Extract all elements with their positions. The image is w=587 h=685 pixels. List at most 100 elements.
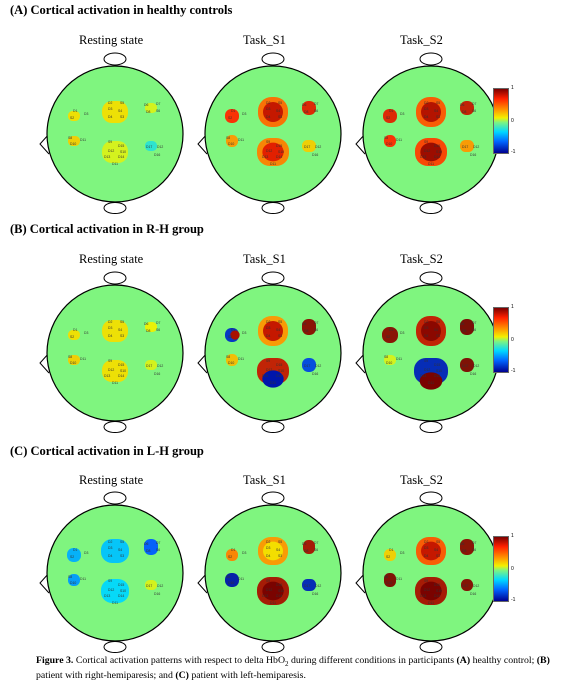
channel-label: D12 [266,588,272,592]
channel-label: D1 [231,109,235,113]
channel-label: D1 [73,548,77,552]
channel-label: D11 [396,577,402,581]
channel-label: S6 [472,548,476,552]
colorbar-c-min: -1 [511,597,516,603]
channel-label: S5 [278,320,282,324]
channel-label: D3 [108,107,112,111]
channel-label: S5 [120,540,124,544]
head-map-c-s1: D1 D3 S2 D2 S5 D3 S4 D4 S3 D6 D7 D8 S6 S8 D10 D11 S9 D15 D… [197,491,342,653]
channel-label: D11 [80,138,86,142]
channel-label: S5 [278,540,282,544]
channel-label: D2 [108,540,112,544]
channel-label: D13 [420,594,426,598]
channel-label: D2 [266,540,270,544]
channel-label: D2 [266,101,270,105]
panel-label-b-rest: Resting state [79,252,144,266]
channel-label: D4 [266,334,270,338]
activation-core [420,142,442,162]
activation-core [263,102,283,122]
channel-label: D15 [434,363,440,367]
channel-label: D3 [424,326,428,330]
channel-label: D12 [157,584,163,588]
channel-label: S2 [70,116,74,120]
channel-label: D13 [420,374,426,378]
head-map-b-rest: D1 D3 S2 D2 S5 D3 S4 D4 S3 D6 D7 D8 S6 S8 D10 D11 S9 D15 D… [39,271,184,433]
channel-label: D3 [266,326,270,330]
activation-patch [68,111,80,121]
channel-label: D16 [154,153,160,157]
section-title-b: (B) Cortical activation in R-H group [10,222,204,236]
channel-label: D4 [108,554,112,558]
channel-label: D2 [108,320,112,324]
channel-label: S3 [120,334,124,338]
caption-sub: 2 [285,659,289,668]
channel-label: D3 [108,546,112,550]
channel-label: D15 [276,363,282,367]
channel-label: S6 [314,109,318,113]
channel-label: D3 [424,546,428,550]
activation-patch [460,358,474,372]
activation-patch [460,140,474,152]
channel-label: D17 [146,364,152,368]
caption-part5: patient with left-hemiparesis. [188,669,306,681]
activation-patch [384,549,396,561]
channel-label: S9 [424,359,428,363]
channel-label: D4 [424,115,428,119]
channel-label: D3 [242,551,246,555]
channel-label: D15 [276,144,282,148]
panel-label-b-s1: Task_S1 [243,252,286,266]
channel-label: S9 [108,140,112,144]
channel-label: S3 [436,334,440,338]
channel-label: D14 [118,155,124,159]
channel-label: D3 [400,112,404,116]
channel-label: D11 [428,601,434,605]
channel-label: S9 [266,140,270,144]
channel-label: D17 [462,364,468,368]
channel-label: D8 [462,329,466,333]
activation-patch [302,319,316,335]
activation-core [262,142,284,162]
channel-label: D8 [304,329,308,333]
channel-label: S8 [226,136,230,140]
caption-part3: healthy control; [470,655,537,666]
activation-patch [460,101,474,115]
channel-label: D6 [144,103,148,107]
channel-label: D11 [428,381,434,385]
channel-label: D15 [434,583,440,587]
channel-label: S9 [266,359,270,363]
channel-label: S5 [120,101,124,105]
channel-label: D3 [400,331,404,335]
channel-label: D3 [84,112,88,116]
channel-label: D12 [108,149,114,153]
channel-label: D2 [424,101,428,105]
channel-label: S9 [108,579,112,583]
channel-label: D15 [434,144,440,148]
activation-patch [302,101,316,115]
channel-label: S4 [276,328,280,332]
section-title-a: (A) Cortical activation in healthy contr… [10,3,233,17]
channel-label: S2 [70,335,74,339]
activation-patch [68,574,80,586]
channel-label: S8 [68,355,72,359]
colorbar-b-min: -1 [511,368,516,374]
channel-label: D17 [462,584,468,588]
channel-label: D12 [424,368,430,372]
channel-label: D7 [156,321,160,325]
activation-core [263,541,283,561]
channel-label: D8 [146,549,150,553]
activation-patch [226,549,238,561]
channel-label: S4 [434,328,438,332]
channel-label: D8 [146,110,150,114]
panel-label-c-rest: Resting state [79,473,144,487]
channel-label: D13 [262,374,268,378]
channel-label: D1 [389,109,393,113]
channel-label: D17 [304,145,310,149]
colorbar-c [493,536,509,602]
channel-label: D7 [314,102,318,106]
activation-patch [384,355,396,365]
channel-label: D6 [302,322,306,326]
channel-label: D1 [231,328,235,332]
channel-label: D7 [156,541,160,545]
activation-patch [461,579,473,591]
channel-label: D12 [315,145,321,149]
